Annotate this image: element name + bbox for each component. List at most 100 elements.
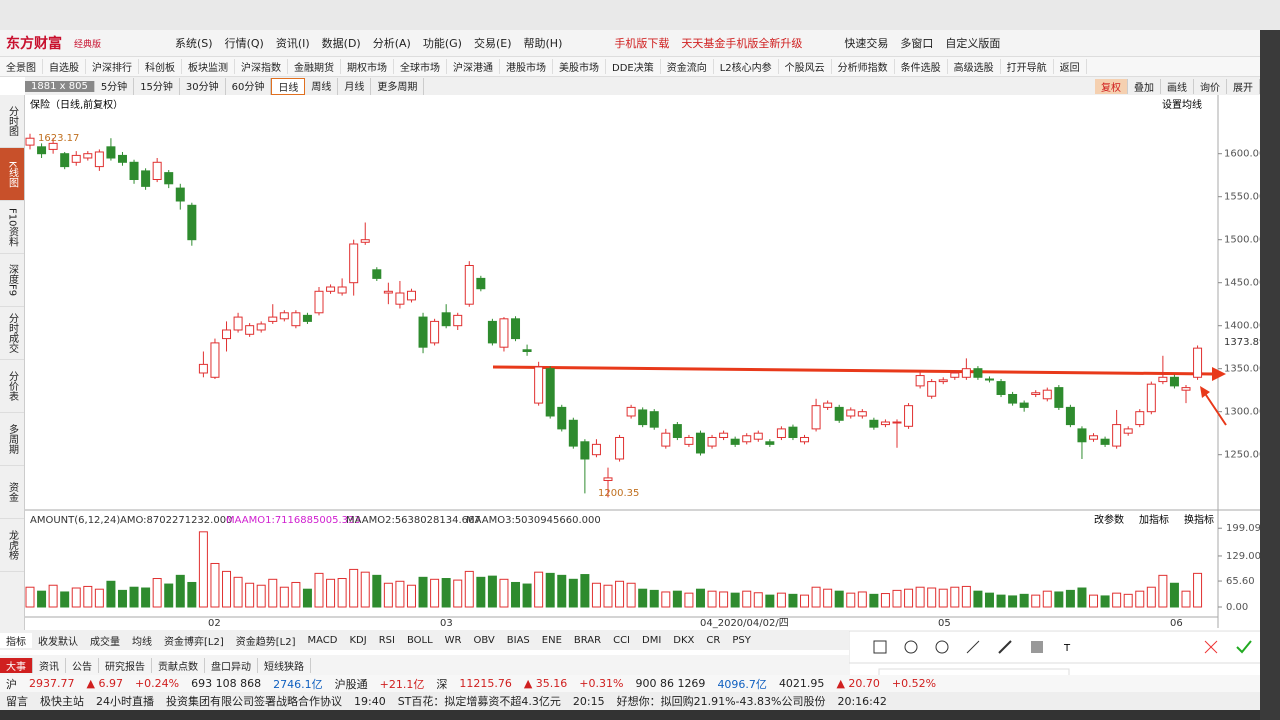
ticker-item[interactable]: 沪股通 <box>334 677 368 691</box>
nav-item[interactable]: 资金流向 <box>661 59 714 74</box>
nav-item[interactable]: 返回 <box>1054 59 1087 74</box>
news-item[interactable]: 20:16:42 <box>837 694 887 708</box>
news-item[interactable]: 极快主站 <box>40 695 84 708</box>
indicator-tab[interactable]: 均线 <box>132 636 152 648</box>
indicator-tab[interactable]: CR <box>706 634 721 646</box>
period-tool[interactable]: 画线 <box>1161 78 1194 94</box>
nav-item[interactable]: 科创板 <box>139 59 182 74</box>
side-tab[interactable]: 龙虎榜 <box>0 519 24 572</box>
side-tab[interactable]: 资金 <box>0 466 24 519</box>
nav-item[interactable]: 沪深港通 <box>447 59 500 74</box>
menu-item[interactable]: 交易(E) <box>473 37 512 50</box>
tool-button[interactable]: 多窗口 <box>900 37 934 50</box>
period-item[interactable]: 5分钟 <box>95 77 135 95</box>
tool-button[interactable]: 自定义版面 <box>945 37 1001 50</box>
indicator-tab[interactable]: ENE <box>541 634 562 646</box>
ticker-item[interactable]: 2937.77 <box>29 677 75 690</box>
period-tool[interactable]: 复权 <box>1095 78 1128 94</box>
ticker-item[interactable]: +0.24% <box>134 677 180 690</box>
ticker-item[interactable]: +0.52% <box>891 677 937 690</box>
ticker-item[interactable]: ▲ 20.70 <box>836 677 880 690</box>
period-tool[interactable]: 询价 <box>1194 78 1227 94</box>
news-item[interactable]: 留言 <box>6 695 28 708</box>
indicator-tab[interactable]: OBV <box>473 634 495 646</box>
indicator-tab[interactable]: PSY <box>732 634 751 646</box>
ticker-item[interactable]: 4021.95 <box>778 677 825 690</box>
nav-item[interactable]: 自选股 <box>43 59 86 74</box>
nav-item[interactable]: 高级选股 <box>948 59 1001 74</box>
indicator-tab[interactable]: KDJ <box>349 634 367 646</box>
menu-item[interactable]: 资讯(I) <box>275 37 310 50</box>
period-item[interactable]: 60分钟 <box>226 77 272 95</box>
nav-item[interactable]: 港股市场 <box>500 59 553 74</box>
side-tab[interactable]: 分时成交 <box>0 307 24 360</box>
news-item[interactable]: 19:40 <box>354 694 386 708</box>
ticker-item[interactable]: ▲ 6.97 <box>86 677 123 690</box>
nav-item[interactable]: 板块监测 <box>182 59 235 74</box>
info-tab[interactable]: 公告 <box>66 657 99 673</box>
side-tab[interactable]: 分价表 <box>0 360 24 413</box>
ticker-item[interactable]: 693 108 868 <box>191 677 262 690</box>
ticker-item[interactable]: 深 <box>436 677 448 691</box>
indicator-tab[interactable]: BIAS <box>506 634 530 646</box>
indicator-tab[interactable]: WR <box>444 634 462 646</box>
nav-item[interactable]: 打开导航 <box>1001 59 1054 74</box>
period-item[interactable]: 月线 <box>338 77 372 95</box>
indicator-tab[interactable]: 资金博弈[L2] <box>164 636 224 648</box>
period-item[interactable]: 30分钟 <box>180 77 226 95</box>
promo-link[interactable]: 天天基金手机版全新升级 <box>681 37 803 50</box>
promo-link[interactable]: 手机版下载 <box>614 37 670 50</box>
indicator-tab[interactable]: DKX <box>673 634 695 646</box>
nav-item[interactable]: 期权市场 <box>341 59 394 74</box>
nav-item[interactable]: 沪深指数 <box>235 59 288 74</box>
ticker-item[interactable]: +21.1亿 <box>379 677 425 691</box>
period-item[interactable]: 15分钟 <box>134 77 180 95</box>
info-tab[interactable]: 短线狭路 <box>258 657 311 673</box>
news-item[interactable]: 24小时直播 <box>96 695 154 708</box>
nav-item[interactable]: 金融期货 <box>288 59 341 74</box>
menu-item[interactable]: 功能(G) <box>422 37 462 50</box>
side-tab[interactable]: 深度F9 <box>0 254 24 307</box>
side-tab[interactable]: 分时图 <box>0 95 24 148</box>
menu-item[interactable]: 数据(D) <box>321 37 361 50</box>
menu-item[interactable]: 系统(S) <box>175 37 213 50</box>
info-tab[interactable]: 盘口异动 <box>205 657 258 673</box>
nav-item[interactable]: 条件选股 <box>895 59 948 74</box>
ticker-item[interactable]: 2746.1亿 <box>273 677 323 691</box>
ticker-item[interactable]: ▲ 35.16 <box>523 677 568 690</box>
period-item[interactable]: 日线 <box>271 77 306 95</box>
indicator-tab[interactable]: DMI <box>642 634 662 646</box>
nav-item[interactable]: 分析师指数 <box>832 59 895 74</box>
ticker-item[interactable]: 沪 <box>6 677 17 691</box>
news-item[interactable]: 20:15 <box>572 694 605 708</box>
period-tool[interactable]: 展开 <box>1227 78 1260 94</box>
nav-item[interactable]: 美股市场 <box>553 59 606 74</box>
news-item[interactable]: 投资集团有限公司签署战略合作协议 <box>166 695 342 708</box>
nav-item[interactable]: 个股风云 <box>779 59 832 74</box>
menu-item[interactable]: 帮助(H) <box>523 37 563 50</box>
period-item[interactable]: 更多周期 <box>371 77 425 95</box>
info-tab[interactable]: 大事 <box>0 657 33 673</box>
indicator-tab[interactable]: 成交量 <box>90 636 120 648</box>
indicator-tab[interactable]: 收发默认 <box>38 636 78 648</box>
indicator-tab[interactable]: RSI <box>378 634 395 646</box>
side-tab[interactable]: K线图 <box>0 148 24 201</box>
indicator-tab[interactable]: CCI <box>613 634 631 646</box>
nav-item[interactable]: 全景图 <box>0 59 43 74</box>
news-item[interactable]: ST百花：拟定增募资不超4.3亿元 <box>397 695 561 708</box>
nav-item[interactable]: 沪深排行 <box>86 59 139 74</box>
news-item[interactable]: 好想你：拟回购21.91%-43.83%公司股份 <box>616 695 826 708</box>
tool-button[interactable]: 快速交易 <box>844 37 889 50</box>
indicator-tab[interactable]: BOLL <box>406 634 433 646</box>
ticker-item[interactable]: +0.31% <box>579 677 624 690</box>
nav-item[interactable]: DDE决策 <box>606 59 661 74</box>
menu-item[interactable]: 分析(A) <box>372 37 411 50</box>
indicator-tab[interactable]: 资金趋势[L2] <box>235 636 296 648</box>
menu-item[interactable]: 行情(Q) <box>224 37 264 50</box>
indicator-tab[interactable]: MACD <box>307 634 338 646</box>
ticker-item[interactable]: 900 86 1269 <box>635 677 706 690</box>
info-tab[interactable]: 研究报告 <box>99 657 152 673</box>
nav-item[interactable]: L2核心内参 <box>714 59 779 74</box>
indicator-tab[interactable]: 指标 <box>0 632 32 648</box>
info-tab[interactable]: 资讯 <box>33 657 66 673</box>
